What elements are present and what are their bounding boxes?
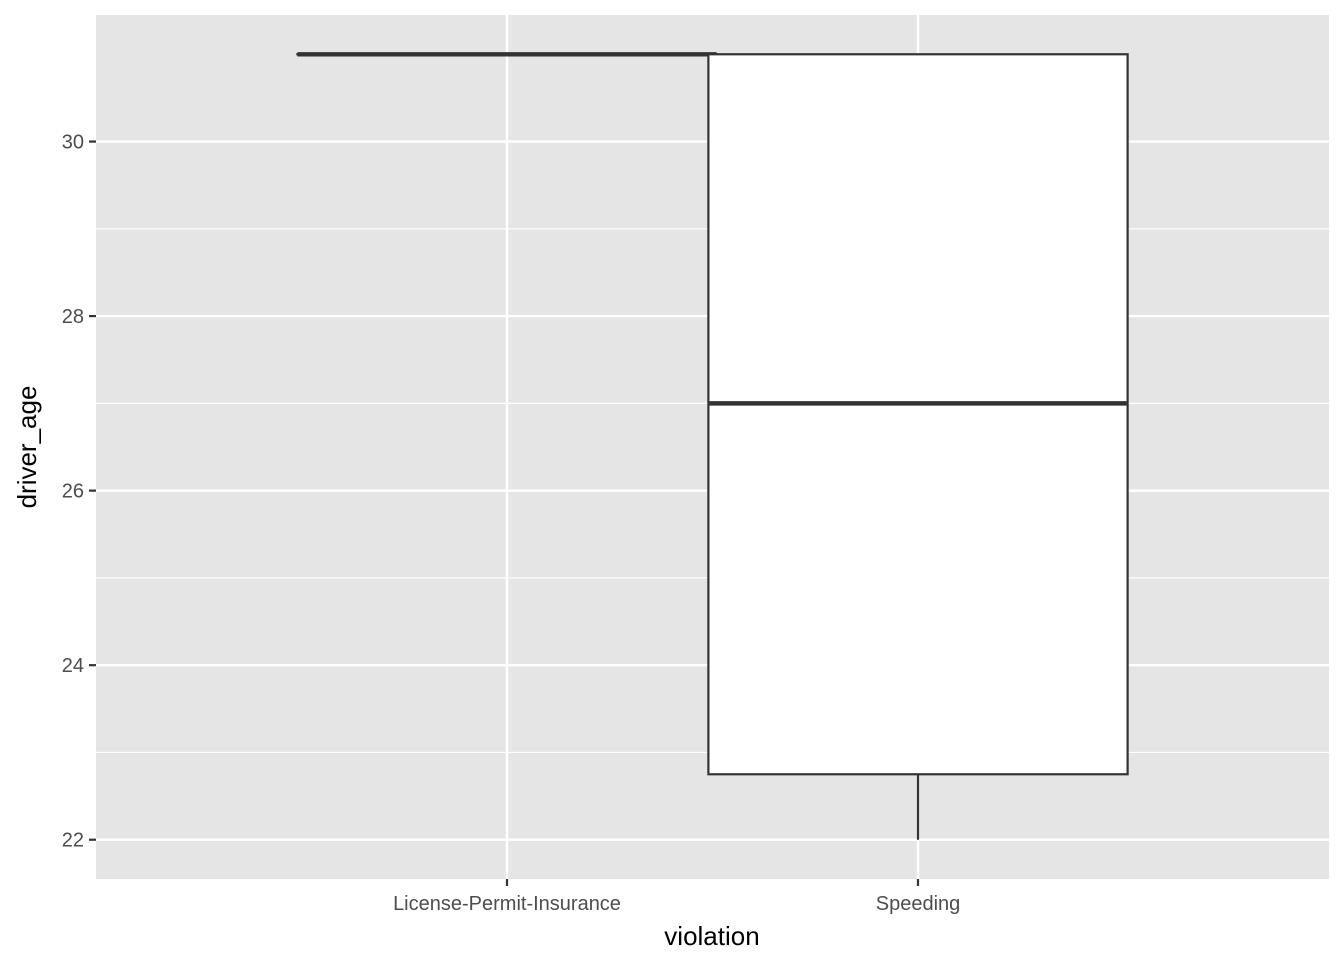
y-tick-label: 24 [62,655,84,677]
box-speeding [707,53,1129,840]
x-tick-label: Speeding [876,893,961,915]
y-tick-label: 26 [62,481,84,503]
y-axis: 22 24 26 28 30 [62,132,96,852]
y-tick-label: 28 [62,306,84,328]
box-body [707,53,1129,776]
x-axis: License-Permit-Insurance Speeding [393,879,960,915]
y-tick-label: 22 [62,830,84,852]
y-axis-title: driver_age [12,386,42,509]
boxes [296,52,1129,840]
x-axis-title: violation [664,921,759,951]
y-tick-label: 30 [62,132,84,154]
x-tick-label: License-Permit-Insurance [393,893,621,915]
